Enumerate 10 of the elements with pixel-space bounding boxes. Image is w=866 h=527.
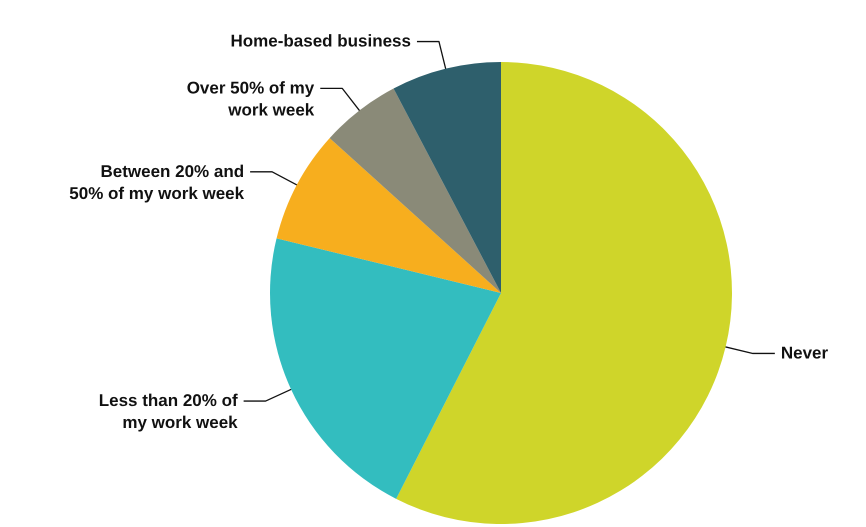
slice-label: Never — [780, 343, 828, 362]
slice-label: Less than 20% of my work week — [98, 391, 238, 432]
pie-slice — [394, 62, 501, 293]
pie-slice — [396, 62, 732, 524]
slice-label: Over 50% of my work week — [186, 78, 315, 120]
slice-label: Home-based business — [230, 32, 411, 51]
pie-slice — [276, 138, 501, 293]
pie-slice — [270, 238, 501, 499]
slice-label: Between 20% and 50% of my work week — [69, 162, 245, 203]
pie-slice — [330, 88, 501, 293]
